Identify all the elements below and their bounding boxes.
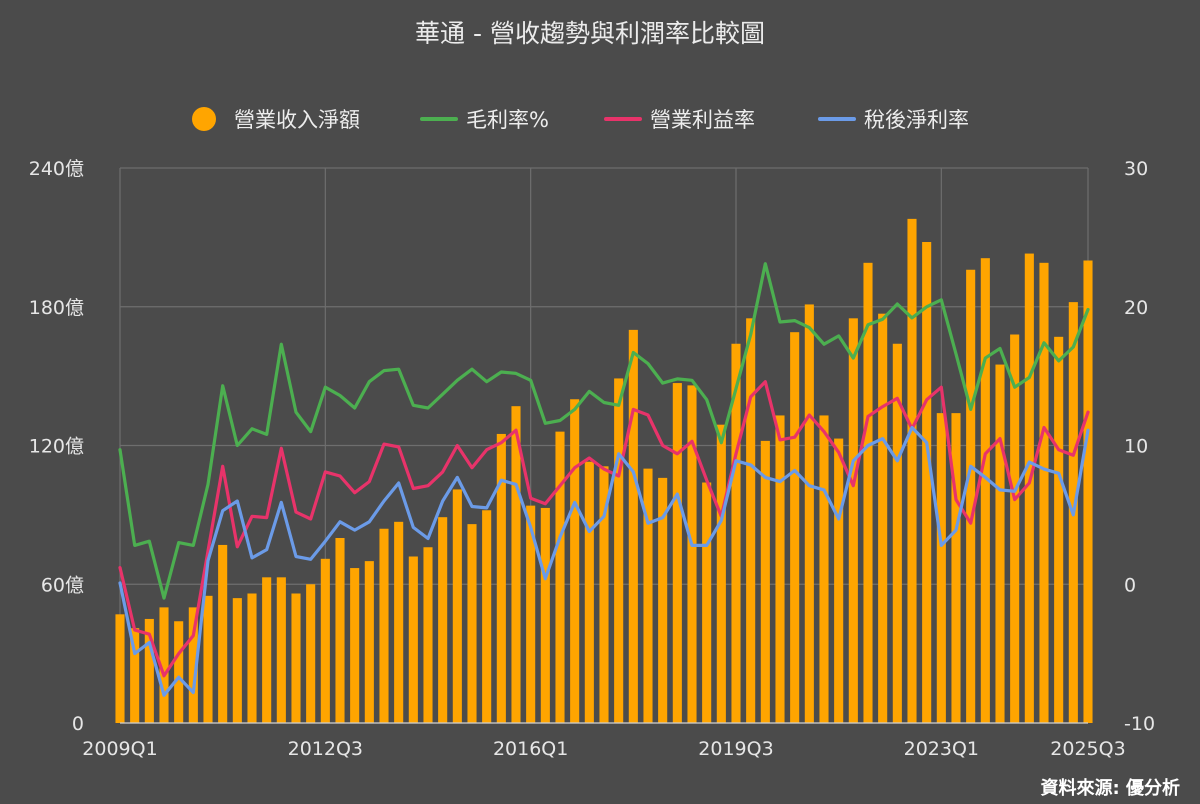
revenue-bar	[936, 413, 946, 723]
revenue-bar	[159, 607, 169, 723]
left-tick-label: 240億	[29, 158, 84, 180]
revenue-bar	[276, 577, 286, 723]
revenue-bar	[291, 593, 301, 723]
revenue-bar	[247, 593, 257, 723]
line-gross-margin	[118, 262, 1090, 600]
legend-label: 毛利率%	[466, 108, 549, 132]
x-tick-label: 2016Q1	[493, 738, 568, 760]
revenue-bar	[584, 461, 594, 723]
revenue-bar	[658, 477, 668, 723]
left-tick-label: 0	[72, 713, 84, 735]
revenue-bar	[188, 607, 198, 723]
right-tick-label: 10	[1124, 436, 1148, 458]
revenue-bar	[218, 544, 228, 723]
revenue-bar	[144, 618, 154, 723]
line-series	[118, 262, 1090, 697]
revenue-bar	[907, 218, 917, 723]
revenue-bar	[115, 614, 125, 723]
right-tick-label: -10	[1124, 713, 1155, 735]
right-tick-label: 30	[1124, 158, 1148, 180]
revenue-bar	[819, 415, 829, 723]
revenue-bar	[423, 547, 433, 723]
x-tick-label: 2025Q3	[1050, 738, 1125, 760]
x-tick-label: 2023Q1	[904, 738, 979, 760]
revenue-bar	[1083, 260, 1093, 723]
revenue-bar	[511, 406, 521, 723]
revenue-bar	[306, 584, 316, 723]
left-tick-label: 120億	[29, 436, 84, 458]
revenue-bar	[848, 318, 858, 723]
legend-label: 營業收入淨額	[234, 108, 360, 132]
x-tick-label: 2009Q1	[82, 738, 157, 760]
revenue-bar	[467, 524, 477, 723]
x-tick-label: 2012Q3	[288, 738, 363, 760]
revenue-bar	[174, 621, 184, 723]
revenue-bar	[232, 598, 242, 723]
revenue-bar	[452, 489, 462, 723]
revenue-bar	[1024, 253, 1034, 723]
chart-title: 華通 - 營收趨勢與利潤率比較圖	[415, 19, 765, 48]
right-tick-label: 20	[1124, 297, 1148, 319]
revenue-bar	[980, 258, 990, 723]
right-tick-label: 0	[1124, 574, 1136, 596]
revenue-bar	[335, 538, 345, 723]
revenue-bar	[614, 378, 624, 723]
revenue-bar	[438, 517, 448, 723]
revenue-bar	[203, 595, 213, 723]
revenue-bar	[394, 521, 404, 723]
legend-marker-bar	[192, 107, 216, 131]
revenue-bar	[262, 577, 272, 723]
revenue-bar	[1054, 336, 1064, 723]
revenue-bar	[379, 528, 389, 723]
revenue-bar	[804, 304, 814, 723]
revenue-bar	[716, 424, 726, 723]
revenue-bar	[1010, 334, 1020, 723]
revenue-bar	[922, 242, 932, 723]
revenue-bar	[760, 440, 770, 723]
revenue-bar	[482, 510, 492, 723]
left-tick-label: 60億	[41, 574, 84, 596]
revenue-bar	[555, 431, 565, 723]
revenue-bar	[863, 262, 873, 723]
revenue-bar	[966, 269, 976, 723]
source-note: 資料來源: 優分析	[1041, 777, 1180, 799]
revenue-bar	[350, 568, 360, 723]
revenue-bar	[496, 433, 506, 723]
revenue-bar	[995, 364, 1005, 723]
revenue-bar	[643, 468, 653, 723]
legend-label: 稅後淨利率	[864, 108, 969, 132]
revenue-bar	[775, 415, 785, 723]
revenue-bar	[672, 383, 682, 723]
revenue-bar	[746, 318, 756, 723]
revenue-bar	[892, 343, 902, 723]
revenue-bar	[834, 438, 844, 723]
revenue-bar	[687, 385, 697, 723]
revenue-bar	[951, 413, 961, 723]
revenue-bar	[790, 332, 800, 723]
revenue-bar	[526, 505, 536, 723]
revenue-bar	[1039, 262, 1049, 723]
revenue-bar	[731, 343, 741, 723]
revenue-bar	[628, 329, 638, 723]
x-tick-label: 2019Q3	[698, 738, 773, 760]
revenue-bar	[878, 313, 888, 723]
line-operating-margin	[118, 380, 1090, 678]
revenue-bar	[364, 561, 374, 723]
bar-series	[115, 218, 1093, 723]
revenue-bar	[408, 556, 418, 723]
legend-label: 營業利益率	[650, 108, 755, 132]
revenue-bar	[599, 466, 609, 723]
revenue-bar	[540, 507, 550, 723]
left-tick-label: 180億	[29, 297, 84, 319]
line-net-margin	[118, 425, 1090, 697]
revenue-bar	[130, 628, 140, 723]
revenue-bar	[320, 558, 330, 723]
legend: 營業收入淨額 毛利率% 營業利益率 稅後淨利率	[192, 107, 969, 132]
axes: 0 60億 120億 180億 240億 -10 0 10 20 30 2009Q1 2012Q3 20…	[29, 158, 1155, 760]
revenue-bar	[702, 482, 712, 723]
revenue-bar	[570, 399, 580, 723]
